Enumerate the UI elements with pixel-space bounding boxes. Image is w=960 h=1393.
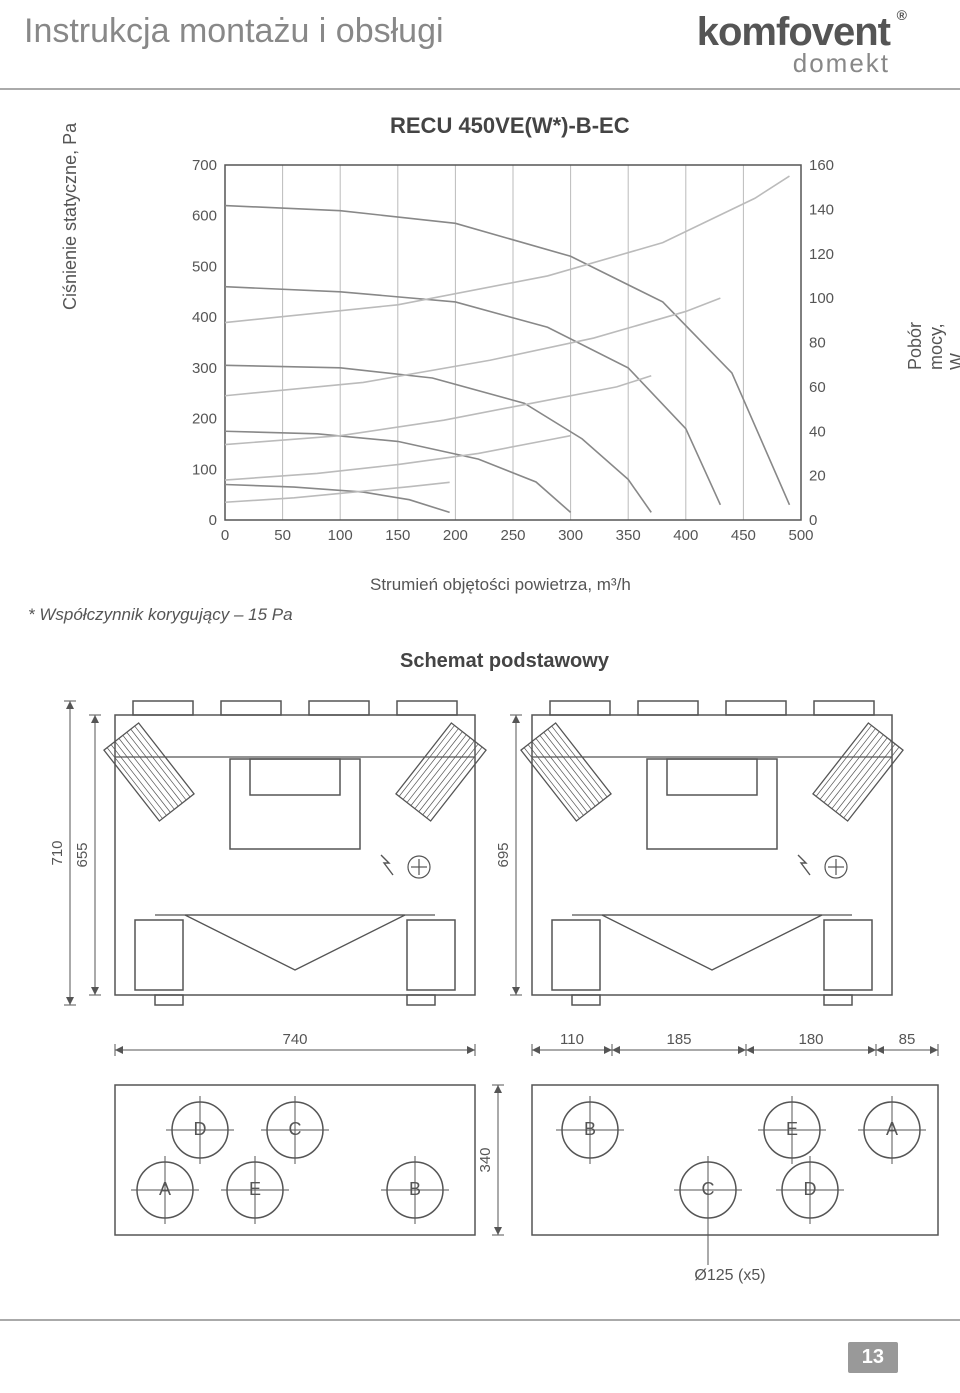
svg-text:50: 50	[274, 527, 291, 544]
svg-text:85: 85	[899, 1031, 916, 1048]
schematic-title: Schemat podstawowy	[400, 650, 609, 673]
svg-text:0: 0	[221, 527, 229, 544]
svg-text:E: E	[249, 1179, 261, 1199]
svg-text:160: 160	[809, 157, 834, 174]
svg-text:60: 60	[809, 379, 826, 396]
brand-main-text: komfovent	[697, 10, 890, 54]
svg-text:340: 340	[477, 1147, 494, 1172]
svg-text:140: 140	[809, 201, 834, 218]
svg-text:140: 140	[937, 1177, 940, 1202]
svg-text:110: 110	[560, 1031, 584, 1048]
svg-text:B: B	[584, 1119, 596, 1139]
svg-text:740: 740	[282, 1031, 307, 1048]
svg-text:450: 450	[731, 527, 756, 544]
svg-text:0: 0	[809, 512, 817, 529]
x-axis-caption: Strumień objętości powietrza, m³/h	[370, 575, 631, 595]
svg-text:120: 120	[809, 246, 834, 263]
chart-note: * Współczynnik korygujący – 15 Pa	[28, 605, 293, 625]
svg-text:B: B	[409, 1179, 421, 1199]
svg-text:400: 400	[192, 309, 217, 326]
svg-text:180: 180	[798, 1031, 823, 1048]
brand-block: komfovent ® domekt	[697, 12, 890, 76]
svg-text:150: 150	[385, 527, 410, 544]
svg-text:710: 710	[49, 840, 66, 865]
svg-text:Ø125 (x5): Ø125 (x5)	[694, 1267, 765, 1284]
page-number: 13	[848, 1342, 898, 1373]
svg-text:C: C	[289, 1119, 302, 1139]
svg-text:40: 40	[809, 423, 826, 440]
svg-text:100: 100	[328, 527, 353, 544]
svg-text:500: 500	[788, 527, 813, 544]
svg-text:100: 100	[809, 290, 834, 307]
reg-mark: ®	[897, 8, 906, 22]
svg-text:185: 185	[666, 1031, 691, 1048]
svg-text:80: 80	[809, 335, 826, 352]
svg-text:20: 20	[809, 468, 826, 485]
brand-main: komfovent ®	[697, 12, 890, 52]
svg-text:D: D	[804, 1179, 817, 1199]
svg-text:700: 700	[192, 157, 217, 174]
svg-text:200: 200	[443, 527, 468, 544]
svg-text:C: C	[702, 1179, 715, 1199]
svg-text:250: 250	[500, 527, 525, 544]
schematic-svg: 710 655 695 740 110 185 180 85 D C A E B 340 B E A C D 100 1…	[20, 695, 940, 1335]
svg-text:600: 600	[192, 208, 217, 225]
svg-text:A: A	[886, 1119, 898, 1139]
svg-text:350: 350	[616, 527, 641, 544]
svg-text:E: E	[786, 1119, 798, 1139]
svg-text:695: 695	[495, 842, 512, 867]
axis-left-label: Ciśnienie statyczne, Pa	[60, 123, 81, 310]
svg-text:655: 655	[74, 842, 91, 867]
chart-title: RECU 450VE(W*)-B-EC	[390, 113, 630, 139]
svg-text:400: 400	[673, 527, 698, 544]
svg-text:100: 100	[192, 461, 217, 478]
svg-text:300: 300	[192, 360, 217, 377]
bottom-rule	[0, 1319, 960, 1321]
svg-text:200: 200	[192, 411, 217, 428]
axis-right-label: Pobór mocy, W	[905, 315, 960, 370]
svg-text:D: D	[194, 1119, 207, 1139]
doc-title: Instrukcja montażu i obsługi	[24, 12, 444, 51]
svg-text:0: 0	[209, 512, 217, 529]
chart-svg: 0501001502002503003504004505000100200300…	[175, 155, 851, 555]
page-header: Instrukcja montażu i obsługi komfovent ®…	[0, 0, 960, 90]
performance-chart: 0501001502002503003504004505000100200300…	[175, 155, 851, 555]
svg-text:100: 100	[937, 1102, 940, 1127]
svg-text:500: 500	[192, 258, 217, 275]
svg-text:A: A	[159, 1179, 171, 1199]
svg-text:300: 300	[558, 527, 583, 544]
